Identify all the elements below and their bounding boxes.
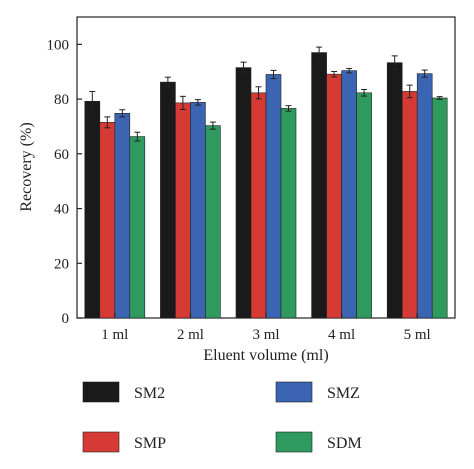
x-tick-label: 3 ml: [252, 327, 279, 343]
bar-smz-1ml: [114, 113, 131, 319]
bars: [84, 46, 448, 319]
y-tick-label: 80: [54, 92, 69, 108]
legend-label-smz: SMZ: [327, 385, 360, 402]
y-axis: 0 20 40 60 80 100: [47, 37, 82, 327]
legend-swatch-sdm: [275, 431, 313, 453]
bar-smp-4ml: [326, 73, 342, 319]
bar-smp-3ml: [250, 92, 267, 319]
y-axis-label: Recovery (%): [18, 122, 35, 211]
legend-swatch-sm2: [82, 381, 120, 403]
bar-sm2-2ml: [160, 81, 176, 319]
x-tick-label: 5 ml: [404, 327, 431, 343]
x-tick-label: 1 ml: [101, 327, 128, 343]
bar-sdm-2ml: [205, 125, 221, 319]
bar-smp-5ml: [401, 91, 418, 319]
y-tick-label: 60: [54, 147, 69, 163]
bar-sm2-3ml: [235, 67, 252, 319]
bar-smz-4ml: [341, 70, 357, 319]
bar-sdm-5ml: [431, 97, 448, 319]
legend-label-sdm: SDM: [327, 435, 362, 452]
bar-smp-1ml: [99, 122, 116, 319]
x-axis-label: Eluent volume (ml): [203, 347, 328, 364]
bar-sm2-5ml: [386, 62, 403, 319]
y-tick-label: 20: [54, 256, 69, 272]
x-tick-label: 2 ml: [177, 327, 204, 343]
y-tick-label: 0: [62, 311, 70, 327]
legend-swatch-smp: [82, 431, 120, 453]
legend-label-sm2: SM2: [134, 385, 165, 402]
y-tick-label: 100: [47, 37, 70, 53]
x-tick-label: 4 ml: [328, 327, 355, 343]
bar-smz-3ml: [265, 74, 282, 319]
bar-smp-2ml: [175, 102, 191, 319]
bar-smz-5ml: [416, 73, 433, 319]
bar-sdm-4ml: [356, 92, 372, 319]
legend-label-smp: SMP: [134, 435, 166, 452]
bar-sm2-1ml: [84, 100, 101, 319]
bar-sdm-3ml: [280, 108, 297, 319]
legend: SM2 SMZ SMP SDM: [82, 381, 362, 453]
bar-sm2-4ml: [311, 52, 327, 319]
legend-swatch-smz: [275, 381, 313, 403]
x-axis: 1 ml 2 ml 3 ml 4 ml 5 ml: [101, 313, 431, 343]
bar-sdm-1ml: [129, 136, 146, 319]
bar-smz-2ml: [190, 102, 206, 319]
y-tick-label: 40: [54, 202, 69, 218]
